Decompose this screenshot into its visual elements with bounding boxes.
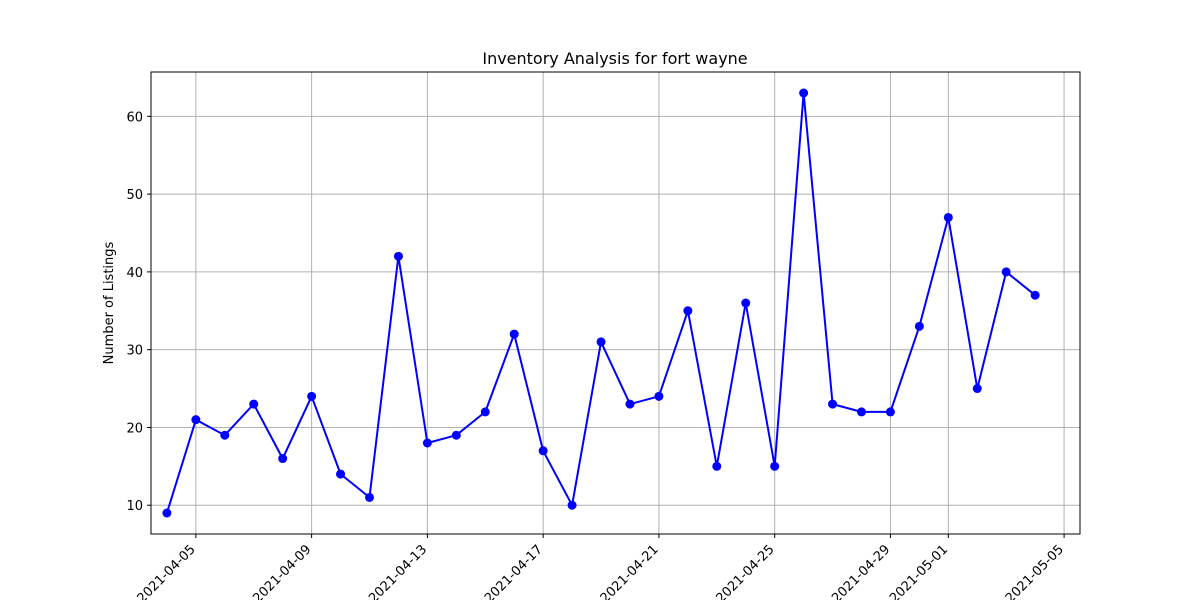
x-axis: 2021-04-05 2021-04-09 2021-04-13 2021-04-17… — [135, 534, 1067, 600]
y-tick-label: 20 — [126, 421, 143, 436]
x-tick-label: 2021-04-13 — [366, 542, 430, 600]
y-tick-label: 60 — [126, 110, 143, 125]
data-point — [451, 430, 461, 440]
data-point — [712, 461, 722, 471]
data-point — [307, 391, 317, 401]
data-point — [914, 321, 924, 331]
data-point — [1030, 290, 1040, 300]
data-point — [220, 430, 230, 440]
y-axis: 10 20 30 40 50 60 — [126, 110, 151, 514]
data-point — [278, 454, 288, 464]
chart-title: Inventory Analysis for fort wayne — [482, 49, 747, 68]
data-point — [741, 298, 751, 308]
data-point — [683, 306, 693, 316]
data-point — [596, 337, 606, 347]
x-tick-label: 2021-04-05 — [135, 542, 199, 600]
data-point — [654, 391, 664, 401]
x-tick-label: 2021-05-01 — [887, 542, 951, 600]
data-point — [625, 399, 635, 409]
data-point — [191, 415, 201, 425]
x-tick-label: 2021-04-29 — [829, 542, 893, 600]
grid-lines — [151, 72, 1080, 534]
data-point — [885, 407, 895, 417]
y-axis-label: Number of Listings — [102, 241, 117, 364]
x-tick-label: 2021-05-05 — [1003, 542, 1067, 600]
data-point — [799, 88, 809, 98]
y-tick-label: 40 — [126, 266, 143, 281]
x-tick-label: 2021-04-17 — [482, 542, 546, 600]
data-point — [1001, 267, 1011, 277]
x-tick-label: 2021-04-09 — [250, 542, 314, 600]
data-point — [249, 399, 259, 409]
data-point — [422, 438, 432, 448]
data-point — [943, 212, 953, 222]
plot-frame — [150, 71, 1081, 535]
data-point — [509, 329, 519, 339]
series-layer — [162, 88, 1040, 518]
series-line — [165, 92, 1036, 514]
data-point — [972, 384, 982, 394]
y-tick-label: 50 — [126, 188, 143, 203]
y-tick-label: 30 — [126, 344, 143, 359]
data-point — [828, 399, 838, 409]
data-point — [365, 492, 375, 502]
x-tick-label: 2021-04-21 — [598, 542, 662, 600]
data-point — [162, 508, 172, 518]
data-point — [393, 251, 403, 261]
y-tick-label: 10 — [126, 499, 143, 514]
data-point — [480, 407, 490, 417]
x-tick-label: 2021-04-25 — [713, 542, 777, 600]
data-point — [770, 461, 780, 471]
data-point — [567, 500, 577, 510]
data-point — [336, 469, 346, 479]
data-point — [856, 407, 866, 417]
data-point — [538, 446, 548, 456]
